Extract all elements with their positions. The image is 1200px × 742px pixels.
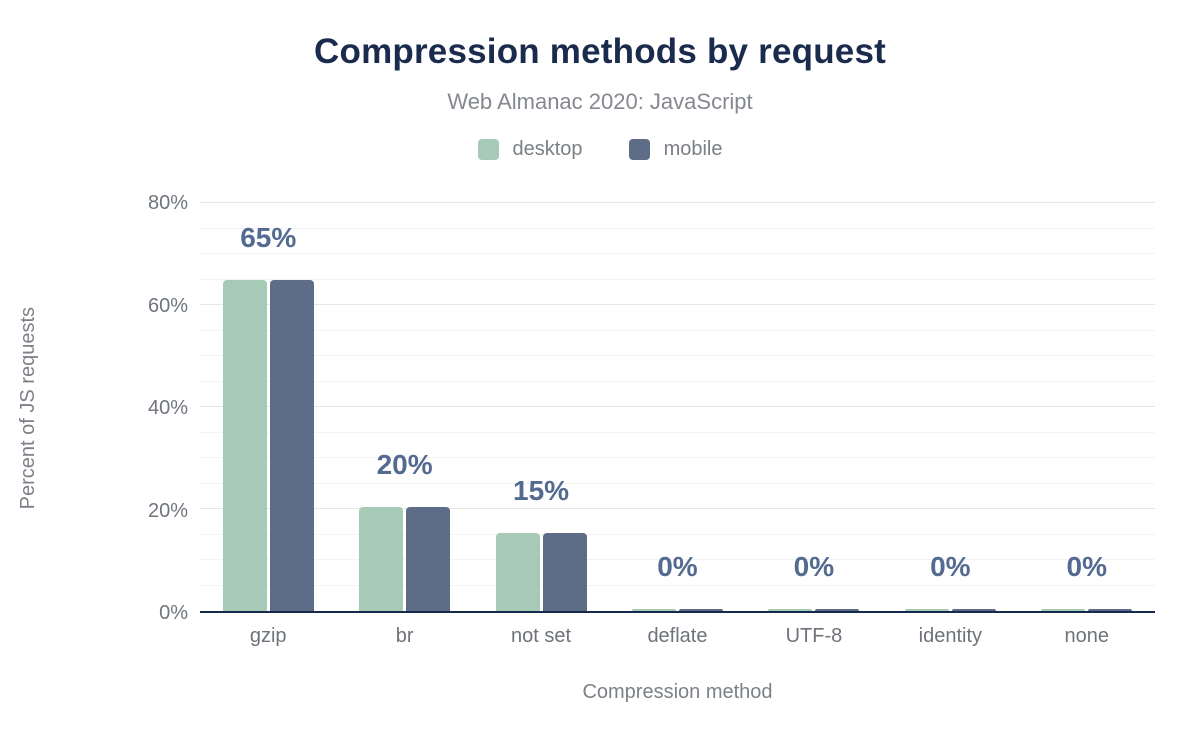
gridline xyxy=(200,329,1155,331)
x-axis-ticks: gzip br not set deflate UTF-8 identity none xyxy=(200,613,1155,659)
bar-mobile xyxy=(678,609,723,612)
x-tick-label: none xyxy=(1064,625,1109,648)
gridline xyxy=(200,431,1155,433)
bar-pair xyxy=(882,203,1018,612)
bar-group-none: 0% xyxy=(1019,203,1155,612)
bar-group-gzip: 65% xyxy=(200,203,336,612)
y-tick-label: 60% xyxy=(147,294,188,317)
x-tick-label: gzip xyxy=(249,625,287,648)
bar-pair xyxy=(473,203,609,612)
x-tick-label: deflate xyxy=(647,625,708,648)
gridline xyxy=(200,508,1155,510)
bar-pair xyxy=(1019,203,1155,612)
bar-desktop xyxy=(904,609,949,612)
gridline xyxy=(200,482,1155,484)
bar-group-not-set: 15% xyxy=(473,203,609,612)
legend: desktop mobile xyxy=(0,138,1200,161)
gridline xyxy=(200,253,1155,255)
gridline xyxy=(200,227,1155,229)
y-tick-label: 20% xyxy=(147,499,188,522)
bar-group-br: 20% xyxy=(336,203,472,612)
data-label: 15% xyxy=(513,474,570,506)
y-axis-title-cell: Percent of JS requests xyxy=(0,203,56,613)
desktop-swatch-icon xyxy=(477,139,499,161)
x-tick-label: identity xyxy=(918,625,982,648)
bar-group-identity: 0% xyxy=(882,203,1018,612)
bar-desktop xyxy=(222,280,267,612)
plot-area: 65% 20% 15% 0% 0% 0% 0% xyxy=(200,202,1155,614)
legend-label-mobile: mobile xyxy=(663,138,723,161)
gridline xyxy=(200,584,1155,586)
gridline xyxy=(200,406,1155,408)
gridline xyxy=(200,559,1155,561)
data-label: 0% xyxy=(793,551,835,583)
bar-pair xyxy=(609,203,745,612)
bar-groups: 65% 20% 15% 0% 0% 0% 0% xyxy=(200,203,1155,612)
bar-desktop xyxy=(631,609,676,612)
bar-desktop xyxy=(1041,609,1086,612)
data-label: 0% xyxy=(930,551,971,583)
chart-area: Percent of JS requests 0% 20% 40% 60% 80% 65… xyxy=(0,193,1155,729)
gridline xyxy=(200,278,1155,280)
chart-title: Compression methods by request xyxy=(314,32,886,71)
y-axis-ticks: 0% 20% 40% 60% 80% xyxy=(56,193,200,623)
y-tick-label: 0% xyxy=(159,602,188,625)
gridline xyxy=(200,380,1155,382)
bar-group-deflate: 0% xyxy=(609,203,745,612)
data-label: 0% xyxy=(1066,551,1107,583)
x-tick-label: not set xyxy=(511,625,572,648)
bar-pair xyxy=(336,203,472,612)
bar-mobile xyxy=(542,532,587,612)
x-axis-title: Compression method xyxy=(582,681,773,704)
x-tick-label: br xyxy=(395,625,414,648)
legend-label-desktop: desktop xyxy=(512,138,583,161)
bar-desktop xyxy=(495,532,540,612)
bar-desktop xyxy=(359,507,404,612)
bar-pair xyxy=(200,203,336,612)
bar-desktop xyxy=(768,609,813,612)
bar-mobile xyxy=(269,280,314,612)
y-axis-title: Percent of JS requests xyxy=(16,307,39,510)
gridline xyxy=(200,202,1155,204)
gridline xyxy=(200,533,1155,535)
bar-group-utf-8: 0% xyxy=(746,203,882,612)
gridline xyxy=(200,457,1155,459)
gridline xyxy=(200,355,1155,357)
bar-mobile xyxy=(815,609,860,612)
legend-item-mobile: mobile xyxy=(628,138,723,161)
bar-mobile xyxy=(951,609,996,612)
y-tick-label: 40% xyxy=(147,397,188,420)
legend-item-desktop: desktop xyxy=(477,138,583,161)
x-tick-label: UTF-8 xyxy=(785,625,843,648)
data-label: 0% xyxy=(657,551,698,583)
mobile-swatch-icon xyxy=(628,139,650,161)
data-label: 20% xyxy=(376,449,433,481)
chart-subtitle: Web Almanac 2020: JavaScript xyxy=(447,89,753,115)
bar-pair xyxy=(746,203,882,612)
bar-mobile xyxy=(406,507,451,612)
bar-mobile xyxy=(1088,609,1133,612)
data-label: 65% xyxy=(240,222,297,254)
y-tick-label: 80% xyxy=(147,192,188,215)
gridline xyxy=(200,304,1155,306)
